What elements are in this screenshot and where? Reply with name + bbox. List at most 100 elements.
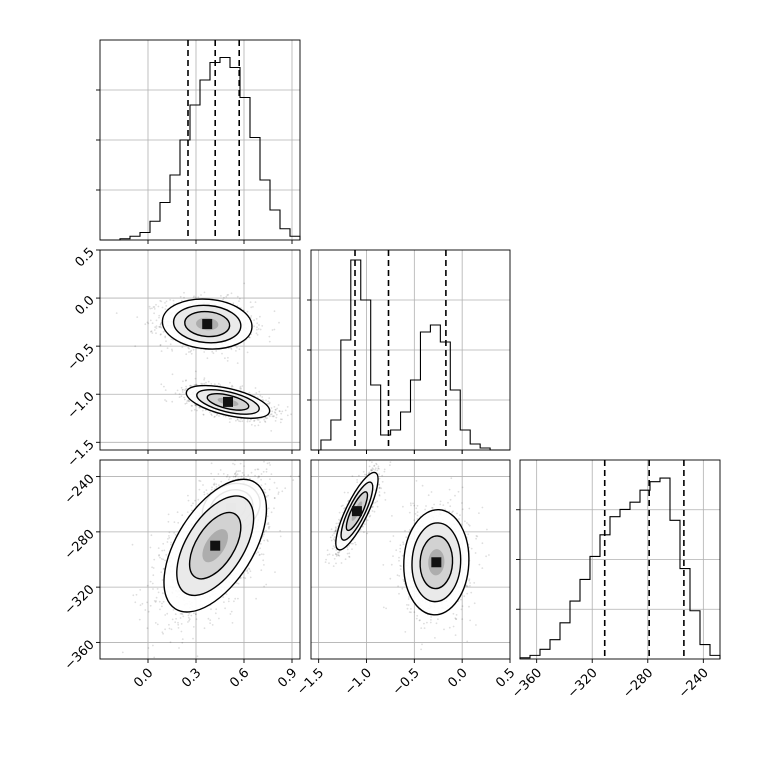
- scatter-point: [188, 400, 191, 403]
- scatter-point: [161, 549, 164, 552]
- scatter-point: [201, 383, 204, 385]
- scatter-point: [260, 484, 263, 487]
- scatter-point: [189, 351, 192, 353]
- scatter-point: [267, 521, 270, 524]
- scatter-point: [161, 605, 163, 608]
- scatter-point: [209, 622, 212, 624]
- scatter-point: [236, 582, 238, 585]
- scatter-point: [164, 389, 167, 391]
- scatter-point: [162, 331, 165, 333]
- scatter-point: [185, 402, 188, 404]
- scatter-point: [225, 593, 228, 595]
- scatter-point: [182, 380, 184, 383]
- scatter-point: [162, 542, 165, 545]
- scatter-point: [246, 570, 249, 573]
- scatter-point: [235, 474, 238, 476]
- scatter-point: [263, 460, 265, 463]
- histogram-frame-1: [310, 249, 511, 451]
- scatter-point: [220, 480, 223, 483]
- scatter-point: [174, 613, 177, 616]
- scatter-point: [223, 601, 225, 603]
- scatter-point: [210, 472, 213, 475]
- scatter-point: [194, 370, 197, 373]
- scatter-point: [151, 332, 154, 334]
- scatter-point: [181, 613, 184, 616]
- scatter-point: [257, 328, 260, 330]
- scatter-point: [265, 399, 267, 402]
- scatter-point: [241, 420, 244, 423]
- scatter-point: [257, 424, 260, 427]
- scatter-point: [234, 471, 237, 474]
- scatter-point: [159, 344, 162, 346]
- scatter-point: [226, 474, 229, 476]
- scatter-point: [249, 477, 251, 480]
- scatter-point: [180, 299, 183, 302]
- scatter-point: [186, 511, 189, 513]
- scatter-point: [164, 559, 166, 562]
- scatter-point: [243, 474, 245, 476]
- scatter-point: [232, 302, 235, 305]
- scatter-point: [227, 478, 230, 481]
- scatter-point: [256, 322, 259, 325]
- scatter-point: [219, 384, 222, 387]
- scatter-point: [155, 596, 158, 599]
- scatter-point: [203, 291, 206, 294]
- scatter-point: [262, 470, 265, 473]
- scatter-point: [275, 409, 277, 411]
- scatter-point: [194, 404, 197, 406]
- scatter-point: [236, 362, 239, 364]
- scatter-point: [249, 418, 252, 421]
- scatter-point: [164, 628, 167, 631]
- scatter-point: [184, 402, 187, 405]
- scatter-point: [218, 617, 220, 620]
- scatter-point: [198, 488, 201, 491]
- scatter-point: [224, 607, 227, 610]
- scatter-point: [230, 610, 233, 613]
- scatter-point: [237, 470, 240, 472]
- scatter-point: [159, 333, 162, 336]
- scatter-point: [207, 380, 210, 383]
- scatter-point: [171, 400, 174, 403]
- scatter-point: [257, 551, 259, 554]
- scatter-point: [266, 417, 269, 419]
- scatter-point: [262, 399, 265, 402]
- scatter-point: [240, 475, 243, 478]
- contour-line: [206, 393, 250, 411]
- scatter-point: [131, 543, 134, 546]
- scatter-point: [178, 393, 181, 395]
- scatter-point: [203, 378, 206, 381]
- scatter-point: [215, 483, 218, 486]
- scatter-point: [222, 298, 225, 301]
- scatter-point: [235, 350, 237, 352]
- scatter-point: [174, 533, 177, 536]
- scatter-point: [250, 423, 253, 426]
- scatter-point: [210, 413, 213, 416]
- scatter-point: [228, 597, 230, 600]
- scatter-point: [185, 379, 188, 382]
- scatter-point: [165, 305, 168, 307]
- scatter-point: [171, 348, 173, 351]
- scatter-point: [247, 572, 249, 574]
- scatter-point: [230, 347, 233, 349]
- scatter-point: [159, 323, 162, 325]
- scatter-point: [228, 418, 231, 420]
- scatter-point: [180, 395, 183, 398]
- scatter-point: [189, 384, 192, 387]
- scatter-point: [167, 513, 170, 516]
- scatter-point: [239, 420, 242, 423]
- scatter-point: [158, 316, 160, 319]
- scatter-point: [203, 377, 206, 379]
- scatter-point: [204, 409, 207, 412]
- scatter-point: [232, 462, 234, 465]
- scatter-point: [249, 301, 252, 304]
- scatter-point: [200, 294, 202, 296]
- scatter-point: [212, 352, 215, 355]
- scatter-point: [266, 539, 269, 541]
- scatter-point: [231, 385, 234, 388]
- scatter-point: [144, 323, 147, 326]
- scatter-point: [286, 414, 289, 417]
- scatter-point: [230, 348, 233, 351]
- histogram-step-1: [311, 259, 510, 451]
- scatter-point: [167, 520, 170, 523]
